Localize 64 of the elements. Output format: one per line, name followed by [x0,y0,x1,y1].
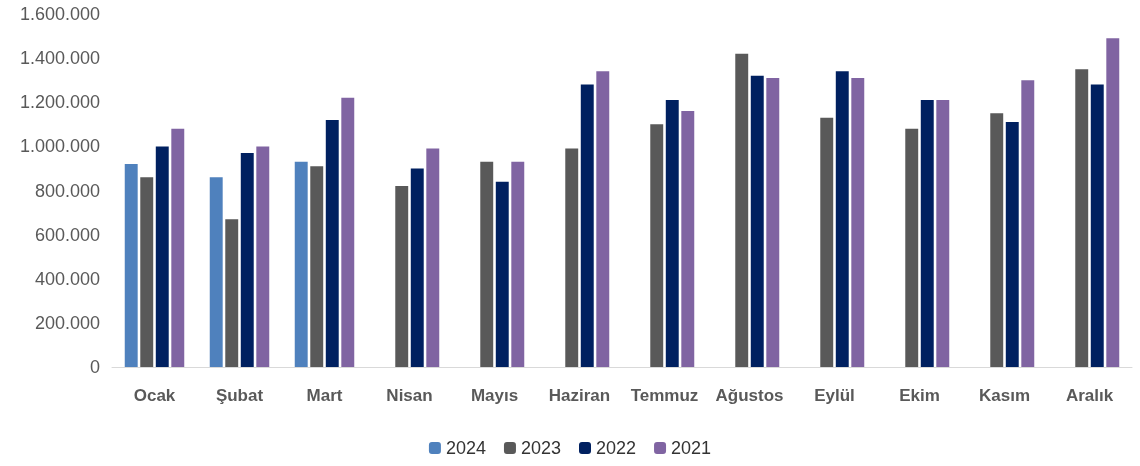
bar [511,161,525,367]
bar [936,100,950,367]
bar [1106,38,1120,367]
legend-label: 2021 [671,438,712,458]
y-tick-label: 0 [89,357,100,377]
bar [750,75,764,367]
y-tick-label: 1.400.000 [19,48,100,69]
bar [905,128,919,367]
bar [851,77,865,367]
bar [256,146,270,367]
bar [580,84,594,367]
x-tick-label: Temmuz [630,386,699,405]
legend-label: 2024 [445,438,486,458]
bar [225,219,239,367]
y-tick-label: 800.000 [34,180,100,201]
bar [1005,122,1019,367]
x-tick-label: Mart [306,386,343,405]
bar [480,161,494,367]
x-tick-label: Aralık [1065,386,1114,405]
y-tick-label: 400.000 [34,268,100,289]
bar [171,128,185,367]
bar [341,97,355,367]
y-tick-label: 1.600.000 [19,4,100,24]
x-tick-label: Kasım [978,386,1031,405]
legend-label: 2023 [520,438,561,458]
bar [426,148,440,367]
bar [681,111,695,367]
bar [920,100,934,367]
x-tick-label: Şubat [215,386,264,405]
x-tick-label: Eylül [814,386,855,405]
bar [835,71,849,367]
bar [565,148,579,367]
bar [495,181,509,367]
y-tick-label: 1.200.000 [19,92,100,113]
bar [240,152,254,367]
bar [140,177,154,367]
bar [735,53,749,367]
bar [1021,80,1035,367]
x-tick-label: Ağustos [715,386,784,405]
bar [650,124,664,367]
bar [395,186,409,367]
bar [596,71,610,367]
x-tick-label: Ekim [899,386,940,405]
bar [820,117,834,367]
bar [1090,84,1104,367]
y-tick-label: 1.000.000 [19,136,100,157]
y-tick-label: 600.000 [34,224,100,245]
x-tick-label: Haziran [548,386,611,405]
legend-label: 2022 [596,438,637,458]
y-tick-label: 200.000 [34,312,100,333]
x-tick-label: Nisan [386,386,433,405]
bar [1075,69,1089,367]
x-tick-label: Mayıs [470,386,519,405]
bar [766,77,780,367]
bar [665,100,679,367]
bar [990,113,1004,367]
bar [294,161,308,367]
bar [310,166,324,367]
bar [325,119,339,367]
bar [410,168,424,367]
x-tick-label: Ocak [133,386,176,405]
bar [209,177,223,367]
bar [155,146,169,367]
bar [124,164,138,367]
